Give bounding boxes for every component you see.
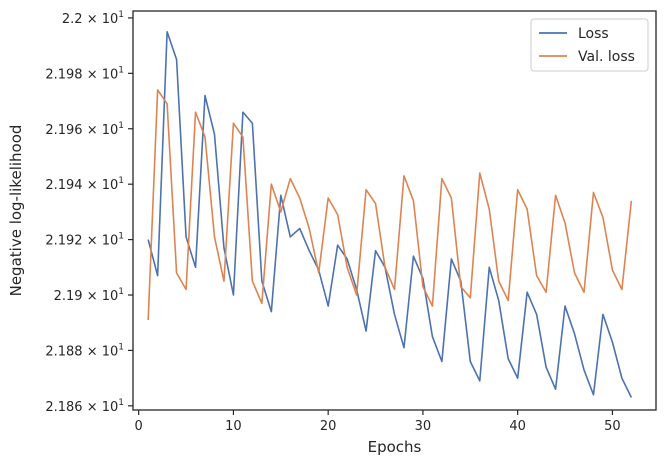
y-tick-label: 2.194 × 101 [45,176,124,193]
y-tick-label: 2.198 × 101 [45,65,124,82]
y-tick-exponent: 1 [118,398,124,408]
x-tick-label: 40 [509,419,526,434]
y-tick-mantissa: 2.196 [45,123,86,138]
y-tick-times: × [87,123,102,138]
y-tick-exponent: 1 [118,121,124,131]
y-tick-mantissa: 2.2 [62,12,87,27]
y-tick-times: × [87,67,102,82]
x-tick-label: 0 [135,419,143,434]
y-tick-base: 10 [102,67,119,82]
y-tick-times: × [87,344,102,359]
y-tick-times: × [87,289,102,304]
y-tick-base: 10 [102,12,119,27]
y-tick-exponent: 1 [118,176,124,186]
y-tick-mantissa: 2.186 [45,400,86,415]
tick-marks [128,17,614,415]
y-tick-base: 10 [102,344,119,359]
y-tick-mantissa: 2.188 [45,344,86,359]
plot-lines [147,30,633,398]
y-tick-mantissa: 2.198 [45,67,86,82]
y-tick-label: 2.19 × 101 [54,287,124,304]
legend: Loss Val. loss [530,18,649,72]
y-tick-base: 10 [102,178,119,193]
y-tick-exponent: 1 [118,10,124,20]
y-tick-exponent: 1 [118,232,124,242]
legend-label-val-loss: Val. loss [578,49,635,65]
y-tick-base: 10 [102,234,119,249]
y-tick-exponent: 1 [118,287,124,297]
y-tick-base: 10 [102,123,119,138]
y-tick-times: × [87,234,102,249]
series-line-loss [147,30,633,398]
y-tick-label: 2.188 × 101 [45,342,124,359]
legend-label-loss: Loss [578,26,609,42]
plot-frame [132,10,657,411]
x-tick-label: 20 [320,419,337,434]
series-line-val-loss [147,89,633,320]
x-tick-labels: 0 10 20 30 40 50 [135,419,621,434]
y-tick-label: 2.196 × 101 [45,121,124,138]
y-tick-label: 2.192 × 101 [45,232,124,249]
y-tick-mantissa: 2.194 [45,178,86,193]
y-tick-label: 2.2 × 101 [62,10,124,27]
y-tick-mantissa: 2.19 [54,289,87,304]
legend-box [530,18,649,72]
y-tick-times: × [87,178,102,193]
y-tick-mantissa: 2.192 [45,234,86,249]
y-axis-label: Negative log-likelihood [7,125,25,297]
x-tick-label: 30 [415,419,432,434]
y-tick-times: × [87,12,102,27]
y-tick-base: 10 [102,400,119,415]
y-tick-base: 10 [102,289,119,304]
x-tick-label: 50 [604,419,621,434]
y-tick-label: 2.186 × 101 [45,398,124,415]
y-tick-times: × [87,400,102,415]
x-tick-label: 10 [225,419,242,434]
x-axis-label: Epochs [368,438,422,456]
y-tick-exponent: 1 [118,65,124,75]
y-tick-exponent: 1 [118,342,124,352]
